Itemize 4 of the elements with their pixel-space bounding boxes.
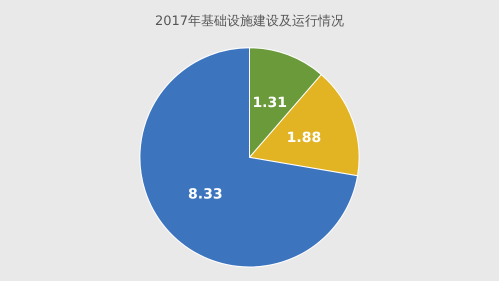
chart-title: 2017年基础设施建设及运行情况 xyxy=(154,14,344,29)
data-label: 1.31 xyxy=(252,95,287,112)
data-label: 8.33 xyxy=(188,186,223,203)
data-label: 1.88 xyxy=(286,130,322,146)
